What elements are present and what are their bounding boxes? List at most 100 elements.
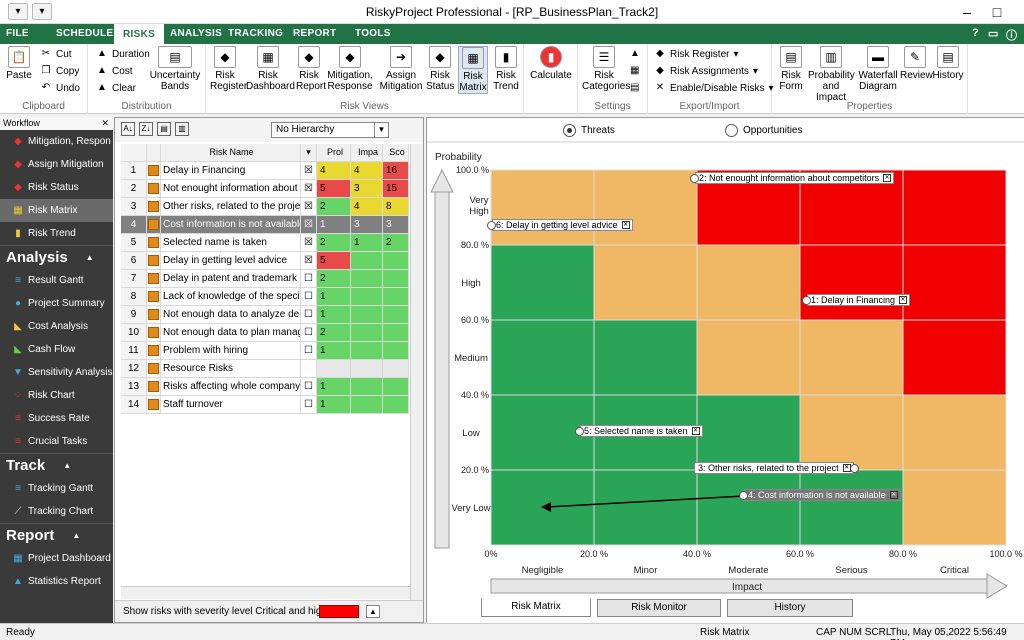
sidebar-item-project-dashboard[interactable]: ▦ Project Dashboard [13, 552, 111, 565]
close-icon[interactable]: ✕ [889, 491, 898, 499]
sidebar-item-project-summary[interactable]: ● Project Summary [0, 292, 113, 315]
risk-name-cell[interactable]: Not enough data to plan managem [161, 324, 301, 342]
impact-cell[interactable] [351, 324, 383, 342]
probability-cell[interactable]: 2 [317, 198, 351, 216]
risk-label[interactable]: 1: Delay in Financing ✕ [802, 294, 911, 306]
probability-cell[interactable]: 1 [317, 342, 351, 360]
sidebar-item-result-gantt[interactable]: ≡ Result Gantt [0, 269, 113, 292]
risk-form-button[interactable]: ▤ Risk Form [776, 46, 806, 92]
sidebar-item-risk-matrix[interactable]: ▦ Risk Matrix [0, 199, 113, 222]
sidebar-item-risk-status[interactable]: ◆ Risk Status [0, 176, 113, 199]
tab-risks[interactable]: RISKS [114, 24, 165, 44]
close-icon[interactable]: ✕ [842, 464, 851, 472]
risk-assignments-button[interactable]: ◆ Risk Assignments ▾ [654, 65, 758, 77]
chevron-up-icon[interactable]: ▲ [366, 605, 380, 618]
sidebar-item-crucial-tasks[interactable]: ≡ Crucial Tasks [0, 430, 113, 453]
setting-icon-3[interactable]: ▤ [630, 82, 640, 93]
column-score[interactable]: Sco [383, 144, 409, 162]
sidebar-item-cash-flow[interactable]: ◣ Cash Flow [0, 338, 113, 361]
hierarchy-select[interactable]: No Hierarchy ▼ [271, 122, 389, 138]
close-icon[interactable]: ✕ [691, 427, 700, 435]
column-impact[interactable]: Impa [351, 144, 383, 162]
clear-button[interactable]: ▲ Clear [97, 82, 136, 94]
probability-cell[interactable]: 1 [317, 288, 351, 306]
section-track[interactable]: Track ▲ [0, 453, 113, 477]
mitigation-response-button[interactable]: ◆ Mitigation, Response [326, 46, 374, 92]
risk-name-cell[interactable]: Problem with hiring [161, 342, 301, 360]
impact-cell[interactable] [351, 306, 383, 324]
risk-matrix-button[interactable]: ▦ Risk Matrix [458, 46, 488, 94]
handle-icon[interactable] [487, 221, 496, 230]
table-row[interactable]: 6 Delay in getting level advice ☒ 5 [121, 252, 409, 270]
table-row[interactable]: 14 Staff turnover ☐ 1 [121, 396, 409, 414]
sidebar-item-mitigation[interactable]: ◆ Mitigation, Respon [0, 130, 113, 153]
save-icon[interactable]: ▾ [8, 3, 28, 20]
impact-cell[interactable] [351, 378, 383, 396]
calculate-button[interactable]: ▮ Calculate [528, 46, 574, 81]
minimize-button[interactable]: – [963, 4, 971, 20]
enabled-checkbox[interactable]: ☒ [301, 198, 317, 216]
copy-button[interactable]: ❐ Copy [41, 65, 80, 77]
table-row[interactable]: 10 Not enough data to plan managem☐2 [121, 324, 409, 342]
enabled-checkbox[interactable]: ☒ [301, 252, 317, 270]
risk-trend-button[interactable]: ▮ Risk Trend [492, 46, 520, 92]
risk-status-button[interactable]: ◆ Risk Status [426, 46, 454, 92]
table-row[interactable]: 12 Resource Risks [121, 360, 409, 378]
undo-button[interactable]: ↶ Undo [41, 82, 80, 94]
risk-label[interactable]: 5: Selected name is taken ✕ [575, 425, 703, 437]
vertical-scrollbar[interactable] [410, 144, 423, 600]
tab-tools[interactable]: TOOLS [355, 28, 391, 39]
cut-button[interactable]: ✂ Cut [41, 48, 72, 60]
probability-impact-button[interactable]: ▥ Probability and Impact [808, 46, 855, 103]
enabled-checkbox[interactable]: ☐ [301, 396, 317, 414]
sidebar-item-assign-mitigation[interactable]: ◆ Assign Mitigation [0, 153, 113, 176]
table-row[interactable]: 11 Problem with hiring ☐ 1 [121, 342, 409, 360]
probability-cell[interactable]: 2 [317, 234, 351, 252]
info-icon[interactable]: ⓘ [1006, 30, 1017, 42]
risk-report-button[interactable]: ◆ Risk Report [296, 46, 326, 92]
handle-icon[interactable] [849, 464, 859, 473]
cost-button[interactable]: ▲ Cost [97, 65, 133, 77]
sidebar-item-success-rate[interactable]: ≡ Success Rate [0, 407, 113, 430]
sidebar-item-cost-analysis[interactable]: ◣ Cost Analysis [0, 315, 113, 338]
sidebar-item-tracking-gantt[interactable]: ≡ Tracking Gantt [0, 477, 113, 500]
tab-tracking[interactable]: TRACKING [228, 28, 284, 39]
impact-cell[interactable] [351, 252, 383, 270]
impact-cell[interactable] [351, 360, 383, 378]
history-button[interactable]: ▤ History [932, 46, 964, 81]
impact-cell[interactable]: 3 [351, 180, 383, 198]
impact-cell[interactable]: 4 [351, 198, 383, 216]
risk-name-cell[interactable]: Resource Risks [161, 360, 301, 378]
waterfall-diagram-button[interactable]: ▬ Waterfall Diagram [856, 46, 900, 92]
risk-name-cell[interactable]: Staff turnover [161, 396, 301, 414]
sidebar-item-statistics-report[interactable]: ▲ Statistics Report [13, 575, 101, 588]
risk-name-cell[interactable]: Cost information is not available [161, 216, 301, 234]
probability-cell[interactable] [317, 360, 351, 378]
export-risk-register-button[interactable]: ◆ Risk Register ▾ [654, 48, 738, 60]
impact-cell[interactable] [351, 342, 383, 360]
handle-icon[interactable] [690, 174, 699, 183]
enabled-checkbox[interactable]: ☒ [301, 216, 317, 234]
enabled-checkbox[interactable]: ☐ [301, 342, 317, 360]
risk-name-cell[interactable]: Lack of knowledge of the specific [161, 288, 301, 306]
impact-cell[interactable] [351, 396, 383, 414]
impact-cell[interactable] [351, 270, 383, 288]
impact-cell[interactable]: 3 [351, 216, 383, 234]
risk-label[interactable]: 2: Not enought information about competi… [690, 172, 895, 184]
enabled-checkbox[interactable]: ☐ [301, 378, 317, 396]
sidebar-item-sensitivity-analysis[interactable]: ▼ Sensitivity Analysis [13, 366, 113, 379]
probability-cell[interactable]: 4 [317, 162, 351, 180]
risk-name-cell[interactable]: Delay in Financing [161, 162, 301, 180]
table-row[interactable]: 13 Risks affecting whole company/div ☐ 1 [121, 378, 409, 396]
risk-name-cell[interactable]: Risks affecting whole company/div [161, 378, 301, 396]
sidebar-item-risk-trend[interactable]: ▮ Risk Trend [0, 222, 113, 245]
assign-mitigation-button[interactable]: ➔ Assign Mitigation [378, 46, 424, 92]
section-report[interactable]: Report ▲ [0, 523, 113, 547]
setting-icon-2[interactable]: ▦ [630, 65, 640, 76]
table-row[interactable]: 3 Other risks, related to the project ☒ 2 4 8 [121, 198, 409, 216]
risk-label[interactable]: 6: Delay in getting level advice ✕ [487, 219, 633, 231]
handle-icon[interactable] [802, 296, 811, 305]
table-row[interactable]: 1 Delay in Financing ☒ 4 4 16 [121, 162, 409, 180]
duration-button[interactable]: ▲ Duration [97, 48, 150, 60]
